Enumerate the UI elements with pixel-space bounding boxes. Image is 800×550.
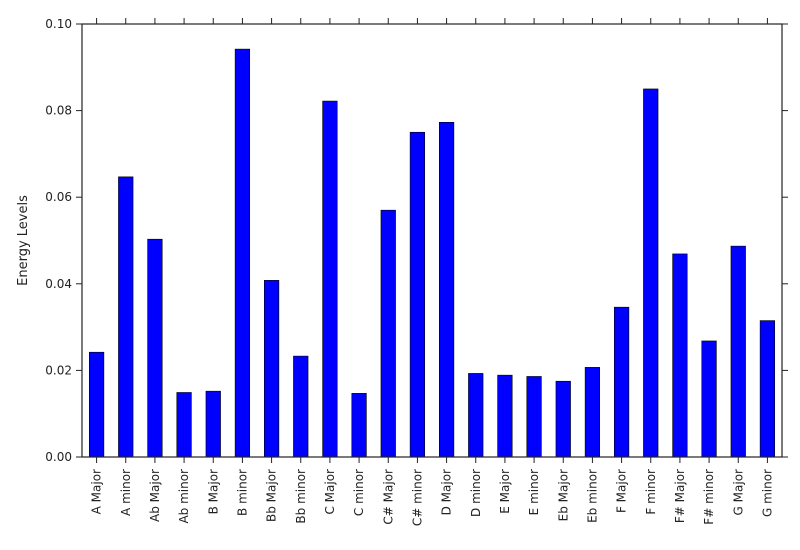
bar bbox=[234, 48, 251, 458]
bar bbox=[293, 355, 309, 458]
bars-layer bbox=[88, 48, 776, 458]
x-tick-label: Ab minor bbox=[177, 469, 191, 524]
bar bbox=[730, 245, 746, 458]
x-tick-label: A minor bbox=[119, 469, 133, 516]
x-tick-label: C# Major bbox=[381, 469, 395, 525]
bar bbox=[613, 306, 630, 458]
x-tick-label: A Major bbox=[90, 469, 104, 514]
x-tick-label: F# minor bbox=[702, 469, 716, 525]
ticks-layer bbox=[76, 18, 788, 463]
x-tick-label: D Major bbox=[440, 469, 454, 515]
x-tick-label: E Major bbox=[498, 469, 512, 514]
bar bbox=[497, 374, 513, 458]
bar bbox=[584, 367, 601, 458]
y-tick-label: 0.00 bbox=[45, 450, 72, 464]
bar bbox=[322, 100, 338, 458]
bar bbox=[176, 392, 192, 458]
bar bbox=[351, 393, 367, 458]
bar bbox=[88, 351, 105, 458]
bar bbox=[380, 209, 396, 458]
bar bbox=[118, 176, 134, 458]
y-tick-label: 0.04 bbox=[45, 277, 72, 291]
y-tick-label: 0.08 bbox=[45, 104, 72, 118]
x-tick-label: C minor bbox=[352, 469, 366, 516]
bar bbox=[672, 253, 688, 458]
x-tick-label: Bb minor bbox=[294, 469, 308, 524]
bar bbox=[701, 340, 717, 458]
bar bbox=[409, 131, 426, 458]
x-tick-label: G Major bbox=[731, 469, 745, 515]
x-tick-label: B minor bbox=[235, 469, 249, 516]
x-tick-label: Ab Major bbox=[148, 469, 162, 522]
y-tick-label: 0.10 bbox=[45, 17, 72, 31]
x-tick-labels: A Major A minor Ab Major Ab minor B Major B m… bbox=[90, 469, 775, 526]
x-tick-label: Bb Major bbox=[265, 469, 279, 522]
x-tick-label: E minor bbox=[527, 469, 541, 515]
x-tick-label: G minor bbox=[760, 469, 774, 517]
x-tick-label: B Major bbox=[206, 469, 220, 514]
x-tick-label: C# minor bbox=[410, 469, 424, 526]
bar bbox=[205, 390, 221, 458]
x-tick-label: Eb minor bbox=[585, 469, 599, 523]
bar bbox=[759, 320, 776, 458]
bar bbox=[526, 376, 542, 458]
y-tick-labels: 0.00 0.02 0.04 0.06 0.08 0.10 bbox=[45, 17, 72, 464]
bar bbox=[643, 88, 659, 458]
plot-frame bbox=[81, 23, 783, 458]
x-tick-label: F# Major bbox=[673, 469, 687, 523]
bar bbox=[147, 238, 163, 458]
bar bbox=[555, 380, 571, 458]
y-tick-label: 0.06 bbox=[45, 190, 72, 204]
bar bbox=[263, 280, 280, 458]
bar bbox=[468, 373, 484, 458]
x-tick-label: F Major bbox=[615, 469, 629, 513]
x-tick-label: D minor bbox=[469, 469, 483, 517]
x-tick-label: C Major bbox=[323, 469, 337, 515]
bar bbox=[438, 121, 455, 458]
x-tick-label: Eb Major bbox=[556, 469, 570, 521]
y-tick-label: 0.02 bbox=[45, 363, 72, 377]
x-tick-label: F minor bbox=[644, 469, 658, 515]
y-axis-label: Energy Levels bbox=[16, 195, 31, 286]
